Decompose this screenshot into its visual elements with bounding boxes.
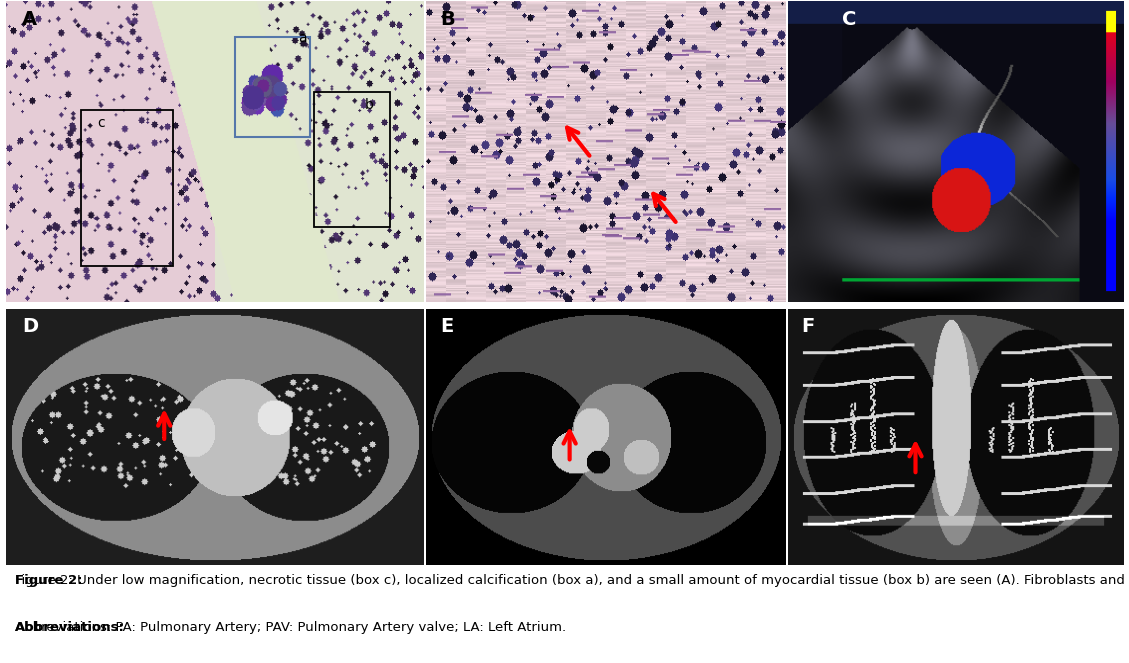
- Text: A: A: [23, 11, 37, 29]
- Text: F: F: [802, 316, 815, 335]
- Text: c: c: [97, 116, 105, 130]
- Text: D: D: [23, 316, 38, 335]
- Text: C: C: [842, 11, 856, 29]
- Text: Abbreviations: PA: Pulmonary Artery; PAV: Pulmonary Artery valve; LA: Left Atriu: Abbreviations: PA: Pulmonary Artery; PAV…: [15, 621, 566, 634]
- Text: Figure 2: Under low magnification, necrotic tissue (box c), localized calcificat: Figure 2: Under low magnification, necro…: [15, 573, 1129, 587]
- Text: Abbreviations:: Abbreviations:: [15, 621, 124, 634]
- Text: a: a: [298, 31, 306, 46]
- Text: E: E: [440, 316, 454, 335]
- Text: Figure 2:: Figure 2:: [15, 573, 82, 587]
- Bar: [315, 91, 390, 227]
- Text: B: B: [440, 11, 455, 29]
- Text: b: b: [365, 97, 374, 111]
- Bar: [235, 37, 310, 137]
- Bar: [81, 109, 173, 267]
